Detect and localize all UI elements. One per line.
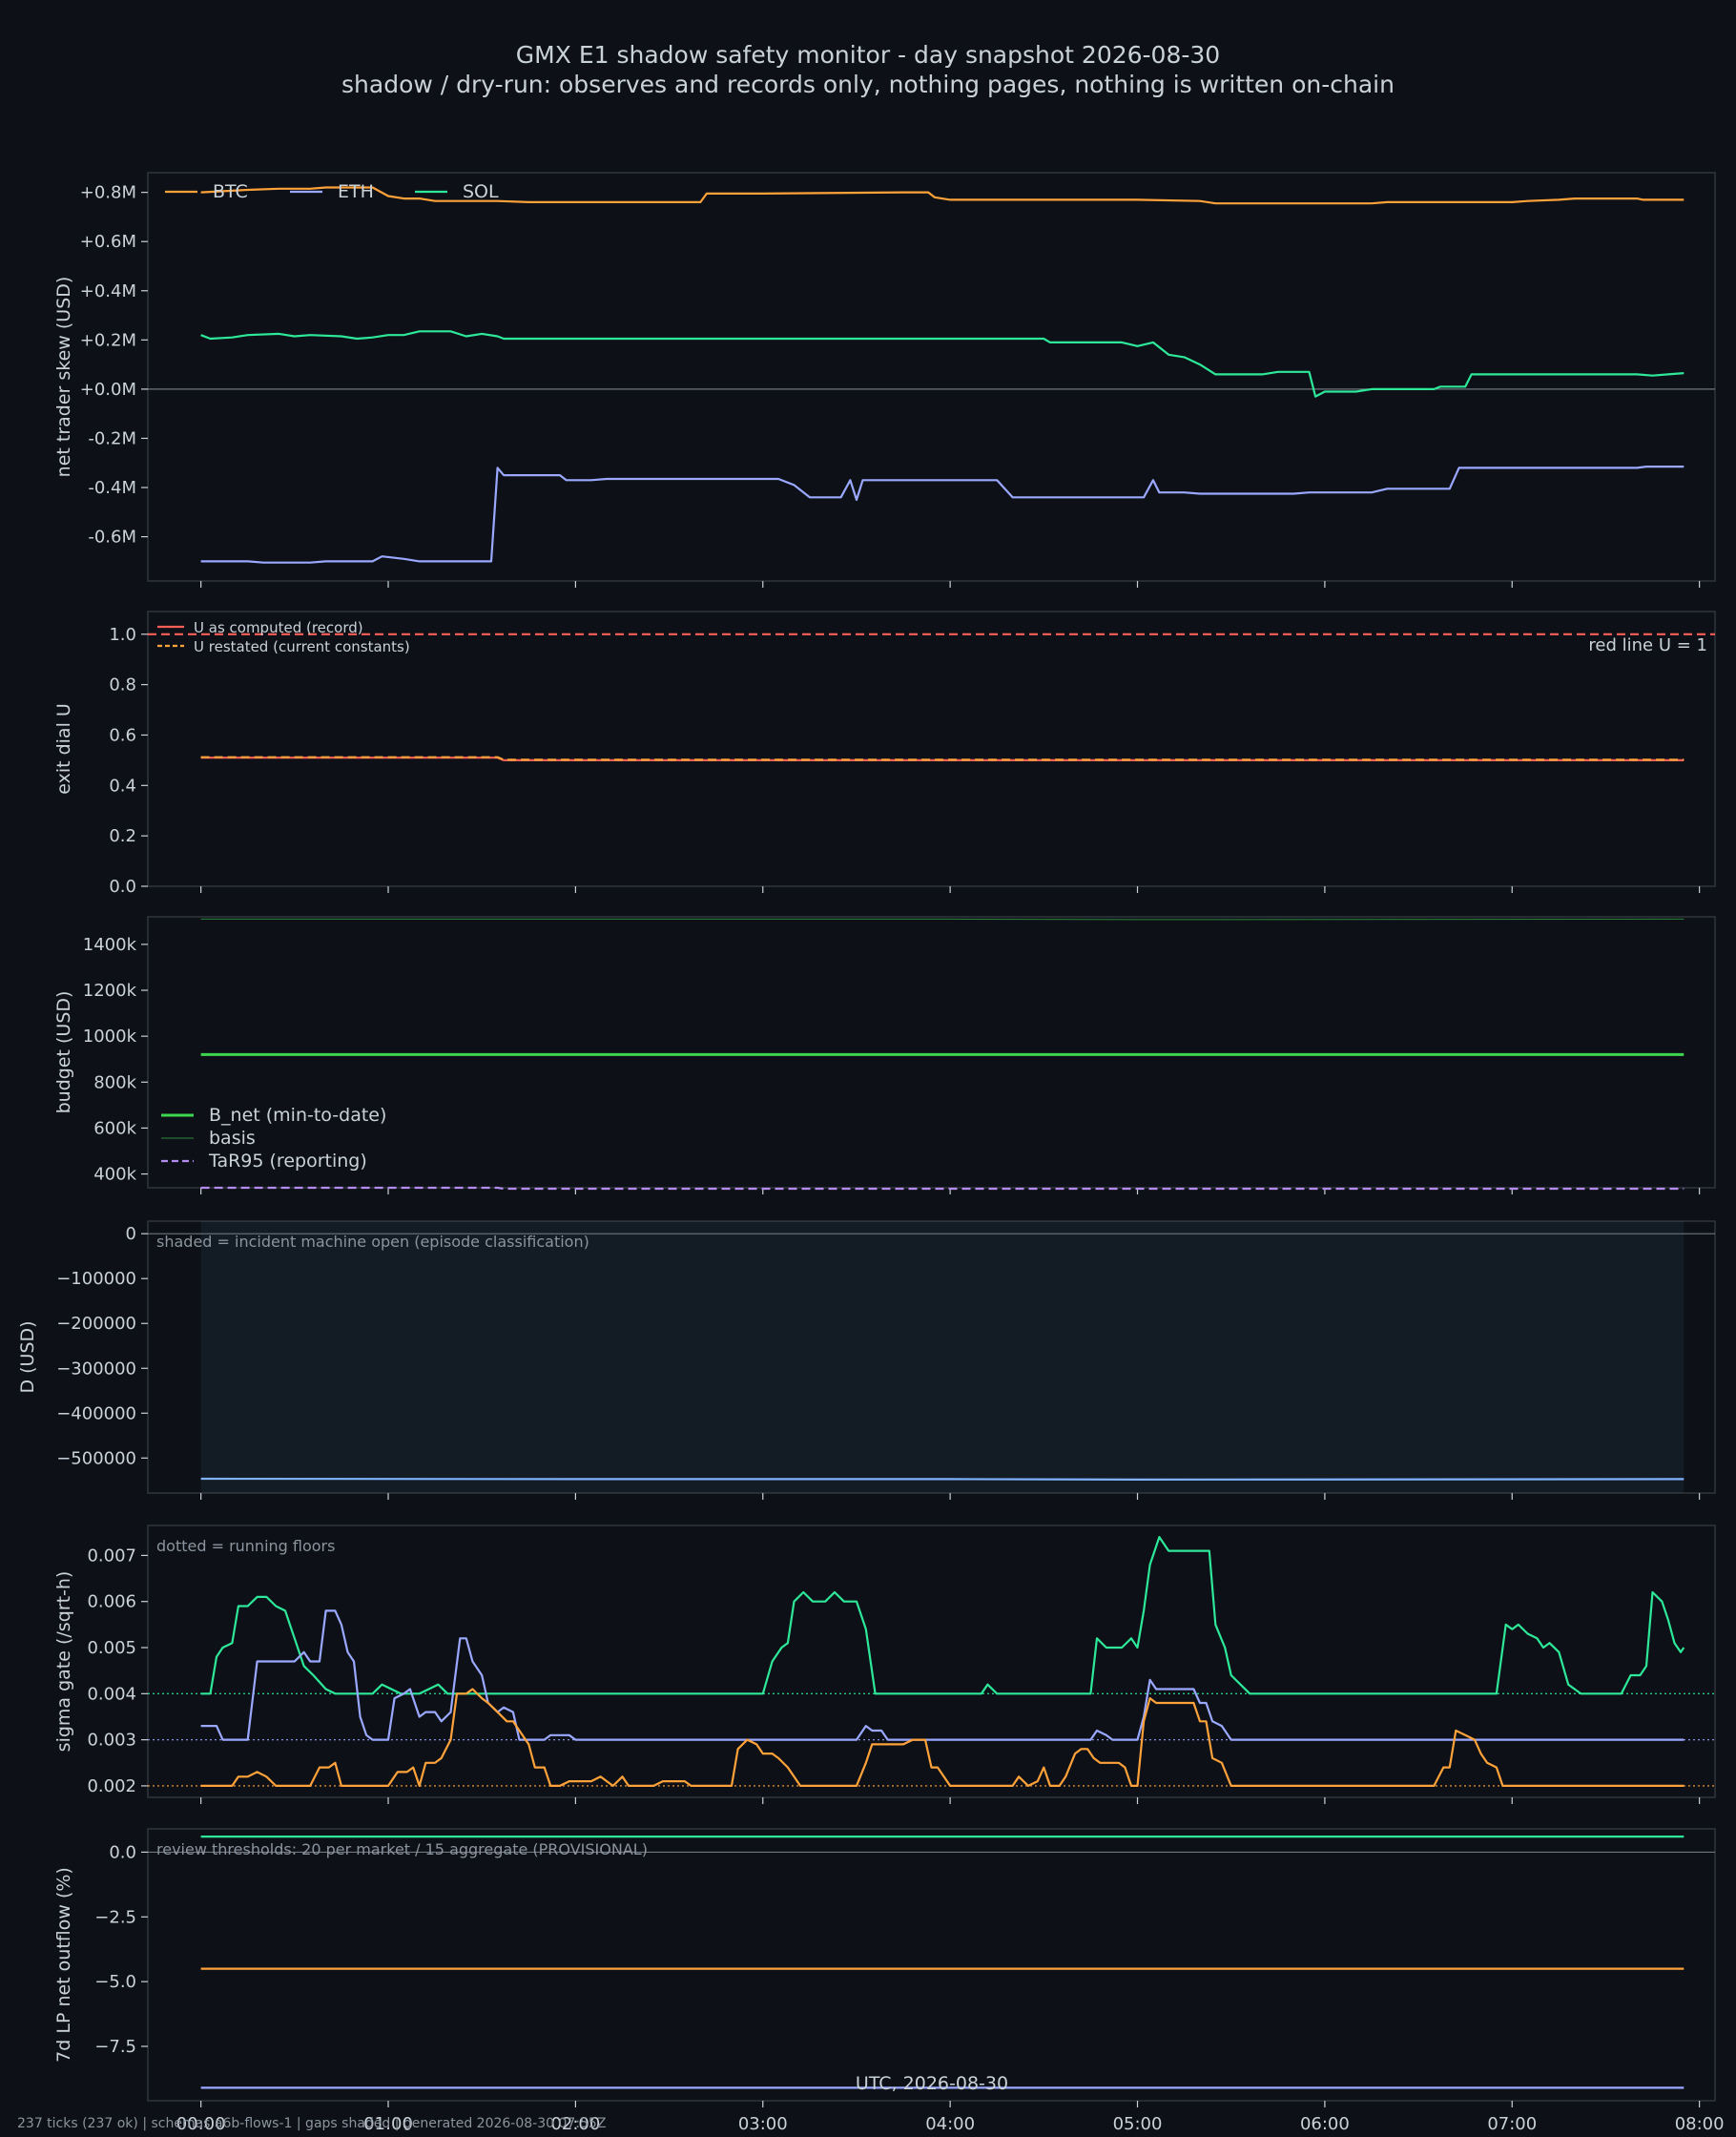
y-tick-label: −300000 bbox=[56, 1359, 136, 1379]
y-tick-label: 0.002 bbox=[87, 1776, 136, 1796]
y-axis-label: D (USD) bbox=[17, 1320, 38, 1393]
y-tick-label: +0.2M bbox=[80, 330, 136, 350]
y-tick-label: 0 bbox=[126, 1224, 136, 1244]
series-line-u-restated-current-constants bbox=[200, 756, 1684, 761]
series-line-btc bbox=[200, 186, 1684, 205]
panel-4: −500000 −400000 −300000 −200000 −100000 0 D (U… bbox=[17, 1220, 1716, 1500]
y-tick-label: 0.004 bbox=[87, 1684, 136, 1704]
series-line-tar95-reporting bbox=[200, 1186, 1684, 1191]
y-tick-label: 0.007 bbox=[87, 1546, 136, 1566]
panels: -0.6M -0.4M -0.2M +0.0M +0.2M +0.4M +0.6M +0.8M… bbox=[17, 172, 1725, 2134]
panel-5: 0.002 0.003 0.004 0.005 0.006 0.007 sigma gate… bbox=[53, 1525, 1716, 1804]
y-tick-label: 0.005 bbox=[87, 1638, 136, 1658]
y-tick-label: -0.6M bbox=[88, 528, 136, 548]
y-axis-label: 7d LP net outflow (%) bbox=[53, 1867, 74, 2063]
legend-label: U restated (current constants) bbox=[194, 638, 410, 655]
annotation: red line U = 1 bbox=[1588, 635, 1707, 655]
series-line-d bbox=[200, 1477, 1684, 1482]
y-tick-label: 0.0 bbox=[109, 1842, 136, 1862]
y-tick-label: 1200k bbox=[83, 981, 137, 1001]
y-axis-label: budget (USD) bbox=[53, 991, 74, 1114]
y-tick-label: 0.003 bbox=[87, 1731, 136, 1751]
y-tick-label: 800k bbox=[93, 1072, 136, 1092]
x-tick-label: 04:00 bbox=[925, 2114, 975, 2134]
y-tick-label: −100000 bbox=[56, 1269, 136, 1289]
y-tick-label: 0.006 bbox=[87, 1592, 136, 1612]
panel-6: −7.5 −5.0 −2.5 0.0 00:00 01:00 02:00 03:00 04:00… bbox=[53, 1828, 1725, 2134]
y-tick-label: 1000k bbox=[83, 1027, 137, 1047]
legend-label: U as computed (record) bbox=[194, 619, 363, 636]
annotation: review thresholds: 20 per market / 15 ag… bbox=[156, 1840, 648, 1858]
panel-2: 0.0 0.2 0.4 0.6 0.8 1.0 exit dial U red line U … bbox=[53, 611, 1716, 897]
y-tick-label: 0.0 bbox=[109, 877, 136, 897]
y-tick-label: 0.2 bbox=[109, 826, 136, 846]
y-tick-label: 1.0 bbox=[109, 625, 136, 645]
annotation: dotted = running floors bbox=[156, 1537, 335, 1555]
annotation: shaded = incident machine open (episode … bbox=[156, 1233, 589, 1251]
x-tick-label: 05:00 bbox=[1113, 2114, 1163, 2134]
series-line-eth bbox=[200, 466, 1684, 564]
panel-1: -0.6M -0.4M -0.2M +0.0M +0.2M +0.4M +0.6M +0.8M… bbox=[53, 172, 1716, 588]
y-axis-label: sigma gate (/sqrt-h) bbox=[53, 1571, 74, 1753]
plot-area bbox=[147, 172, 1716, 582]
chart-subtitle: shadow / dry-run: observes and records o… bbox=[341, 71, 1395, 98]
y-tick-label: +0.8M bbox=[80, 183, 136, 203]
legend-label: B_net (min-to-date) bbox=[209, 1105, 386, 1126]
y-tick-label: 400k bbox=[93, 1165, 136, 1185]
y-tick-label: +0.6M bbox=[80, 232, 136, 252]
y-tick-label: −2.5 bbox=[94, 1907, 136, 1927]
y-tick-label: -0.4M bbox=[88, 478, 136, 498]
x-axis-label: UTC, 2026-08-30 bbox=[856, 2073, 1008, 2094]
x-tick-label: 00:00 bbox=[176, 2114, 226, 2134]
x-tick-label: 06:00 bbox=[1300, 2114, 1350, 2134]
y-tick-label: +0.0M bbox=[80, 380, 136, 400]
y-tick-label: 0.8 bbox=[109, 675, 136, 695]
y-tick-label: −400000 bbox=[56, 1403, 136, 1423]
y-tick-label: −500000 bbox=[56, 1448, 136, 1468]
y-tick-label: 0.4 bbox=[109, 776, 136, 796]
x-tick-label: 08:00 bbox=[1675, 2114, 1725, 2134]
legend-label: SOL bbox=[463, 181, 499, 202]
x-tick-label: 02:00 bbox=[550, 2114, 600, 2134]
legend-label: BTC bbox=[213, 181, 248, 202]
plot-area bbox=[147, 1220, 1716, 1494]
legend-label: ETH bbox=[338, 181, 374, 202]
y-tick-label: 1400k bbox=[83, 935, 137, 955]
legend-label: TaR95 (reporting) bbox=[208, 1151, 367, 1172]
plot-area bbox=[147, 1828, 1716, 2102]
x-tick-label: 03:00 bbox=[738, 2114, 788, 2134]
plot-area bbox=[147, 1525, 1716, 1798]
series-line-sol bbox=[200, 1535, 1685, 1695]
y-axis-label: net trader skew (USD) bbox=[53, 277, 74, 478]
y-tick-label: +0.4M bbox=[80, 281, 136, 301]
legend-label: basis bbox=[209, 1128, 256, 1149]
y-axis-label: exit dial U bbox=[53, 703, 74, 795]
y-tick-label: 0.6 bbox=[109, 725, 136, 745]
footer: 237 ticks (237 ok) | schemas a6b-flows-1… bbox=[17, 2116, 606, 2131]
series-line-sol bbox=[200, 330, 1684, 398]
series-line-eth bbox=[200, 1609, 1684, 1741]
plot-area bbox=[147, 916, 1716, 1189]
chart-title: GMX E1 shadow safety monitor - day snaps… bbox=[516, 41, 1220, 69]
plot-area bbox=[147, 611, 1716, 887]
series-line-basis bbox=[200, 918, 1684, 921]
shaded-span bbox=[200, 1221, 1684, 1493]
y-tick-label: −200000 bbox=[56, 1314, 136, 1334]
y-tick-label: -0.2M bbox=[88, 428, 136, 448]
panel-3: 400k 600k 800k 1000k 1200k 1400k budget (USD) B… bbox=[53, 916, 1716, 1194]
x-tick-label: 01:00 bbox=[363, 2114, 413, 2134]
series-line-btc bbox=[200, 1688, 1684, 1788]
y-tick-label: −5.0 bbox=[94, 1972, 136, 1992]
x-tick-label: 07:00 bbox=[1487, 2114, 1537, 2134]
y-tick-label: −7.5 bbox=[94, 2037, 136, 2057]
y-tick-label: 600k bbox=[93, 1118, 136, 1138]
